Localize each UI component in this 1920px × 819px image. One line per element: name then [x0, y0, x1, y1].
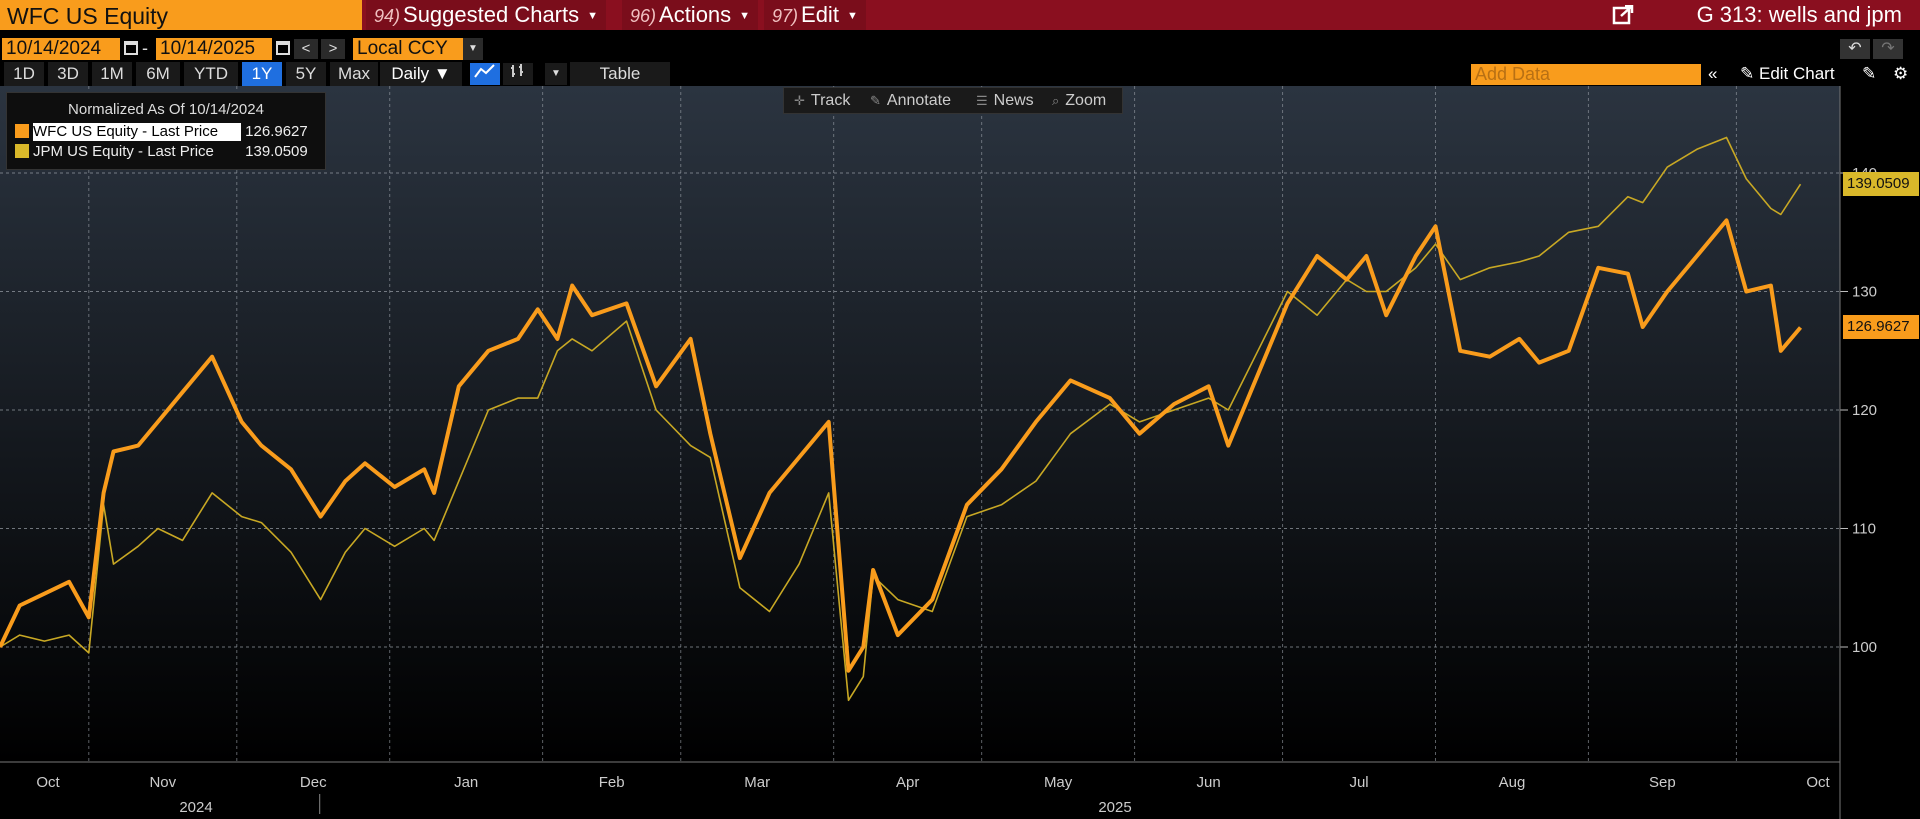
x-tick-label: Dec [300, 774, 327, 791]
x-tick-label: Jul [1349, 774, 1368, 791]
x-tick-label: Oct [36, 774, 60, 791]
annotate-label: Annotate [886, 92, 951, 109]
jpm-last-price-tag: 139.0509 [1843, 172, 1919, 197]
range-6m[interactable]: 6M [136, 62, 180, 86]
y-tick-label: 100 [1852, 639, 1877, 656]
x-tick-label: Jan [454, 774, 478, 791]
legend-label: JPM US Equity - Last Price [33, 143, 214, 160]
menu-label: Actions [659, 2, 732, 27]
next-period-button[interactable]: > [321, 39, 345, 59]
price-chart[interactable]: 100110120130140OctNovDecJanFebMarAprMayJ… [0, 86, 1920, 819]
date-bar: 10/14/2024 - 10/14/2025 < > Local CCY ▼ … [0, 36, 1920, 62]
x-tick-label: Sep [1649, 774, 1676, 791]
y-tick-label: 130 [1852, 284, 1877, 301]
menu-number: 94) [374, 6, 401, 26]
start-date-field[interactable]: 10/14/2024 [2, 38, 120, 60]
y-tick-label: 120 [1852, 402, 1877, 419]
news-icon: ☰ [976, 93, 988, 108]
zoom-tool[interactable]: ⌕ Zoom [1052, 88, 1106, 113]
menu-number: 96) [630, 6, 657, 26]
chart-area[interactable]: 100110120130140OctNovDecJanFebMarAprMayJ… [0, 86, 1920, 819]
menu-number: 97) [772, 6, 799, 26]
chevron-down-icon: ▼ [739, 10, 751, 23]
toolbar: 1D 3D 1M 6M YTD 1Y 5Y Max Daily ▼ ▼ Tabl… [0, 62, 1920, 86]
annotate-tool[interactable]: ✎ Annotate [870, 88, 951, 113]
menu-label: Suggested Charts [403, 2, 580, 27]
x-tick-label: Nov [149, 774, 176, 791]
x-tick-label: Oct [1806, 774, 1830, 791]
x-tick-label: Apr [896, 774, 919, 791]
x-tick-label: Jun [1196, 774, 1220, 791]
x-tick-label: Aug [1499, 774, 1526, 791]
ticker-field[interactable]: WFC US Equity [0, 0, 362, 30]
chart-title: G 313: wells and jpm [1696, 2, 1902, 27]
chevron-down-icon: ▼ [587, 10, 599, 23]
table-button[interactable]: Table [570, 62, 670, 86]
collapse-icon[interactable]: « [1708, 64, 1718, 83]
jpm-series-line [0, 136, 1802, 702]
range-1d[interactable]: 1D [4, 62, 44, 86]
legend-item-jpm[interactable]: JPM US Equity - Last Price 139.0509 [15, 143, 308, 161]
wfc-series-line [0, 218, 1803, 673]
track-tool[interactable]: ✛ Track [794, 88, 850, 113]
x-tick-label: Mar [744, 774, 770, 791]
edit-chart-button[interactable]: ✎ Edit Chart [1740, 62, 1835, 86]
add-data-input[interactable] [1471, 64, 1701, 85]
pencil-icon: ✎ [870, 93, 881, 108]
range-max[interactable]: Max [330, 62, 378, 86]
range-1y[interactable]: 1Y [242, 62, 282, 86]
year-label: 2025 [1098, 799, 1131, 816]
news-label: News [993, 92, 1034, 109]
undo-icon[interactable]: ↶ [1840, 39, 1870, 59]
redo-icon[interactable]: ↷ [1873, 39, 1903, 59]
legend-swatch [15, 144, 29, 158]
chevron-down-icon: ▼ [846, 10, 858, 23]
legend-swatch [15, 124, 29, 138]
top-bar: WFC US Equity 94) Suggested Charts ▼ 96) Ac… [0, 0, 1920, 30]
track-label: Track [810, 92, 851, 109]
edit-icon[interactable]: ✎ [1862, 64, 1877, 83]
end-date-field[interactable]: 10/14/2025 [156, 38, 272, 60]
edit-menu[interactable]: 97) Edit ▼ [764, 0, 866, 30]
crosshair-icon: ✛ [794, 93, 805, 108]
gear-icon[interactable]: ⚙ [1893, 64, 1909, 83]
pencil-icon: ✎ [1740, 64, 1755, 83]
range-3d[interactable]: 3D [48, 62, 88, 86]
y-tick-label: 110 [1852, 521, 1876, 538]
x-tick-label: Feb [599, 774, 625, 791]
legend: Normalized As Of 10/14/2024 WFC US Equit… [6, 92, 326, 170]
legend-value: 126.9627 [245, 123, 308, 140]
menu-label: Edit [801, 2, 839, 27]
frequency-select[interactable]: Daily ▼ [380, 62, 462, 86]
calendar-icon[interactable] [124, 41, 138, 55]
zoom-label: Zoom [1065, 92, 1107, 109]
calendar-icon[interactable] [276, 41, 290, 55]
year-label: 2024 [179, 799, 212, 816]
date-separator: - [142, 38, 148, 58]
launch-icon[interactable] [1612, 5, 1634, 25]
chevron-down-icon[interactable]: ▼ [463, 38, 483, 60]
chart-tools: ✛ Track ✎ Annotate ☰ News ⌕ Zoom [783, 87, 1123, 114]
bar-chart-icon[interactable] [503, 63, 533, 85]
legend-label: WFC US Equity - Last Price [33, 123, 241, 141]
line-chart-icon[interactable] [470, 63, 500, 85]
legend-title: Normalized As Of 10/14/2024 [68, 101, 264, 118]
suggested-charts-menu[interactable]: 94) Suggested Charts ▼ [366, 0, 607, 30]
wfc-last-price-tag: 126.9627 [1843, 315, 1919, 340]
edit-chart-label: Edit Chart [1758, 64, 1835, 83]
plot-background [0, 86, 1840, 762]
actions-menu[interactable]: 96) Actions ▼ [622, 0, 759, 30]
prev-period-button[interactable]: < [294, 39, 318, 59]
search-icon: ⌕ [1052, 93, 1060, 108]
x-tick-label: May [1044, 774, 1073, 791]
news-tool[interactable]: ☰ News [976, 88, 1034, 113]
range-ytd[interactable]: YTD [184, 62, 238, 86]
range-1m[interactable]: 1M [92, 62, 132, 86]
currency-field[interactable]: Local CCY [353, 38, 463, 60]
legend-item-wfc[interactable]: WFC US Equity - Last Price 126.9627 [15, 123, 308, 141]
chevron-down-icon[interactable]: ▼ [545, 63, 567, 85]
range-5y[interactable]: 5Y [286, 62, 326, 86]
legend-value: 139.0509 [245, 143, 308, 160]
